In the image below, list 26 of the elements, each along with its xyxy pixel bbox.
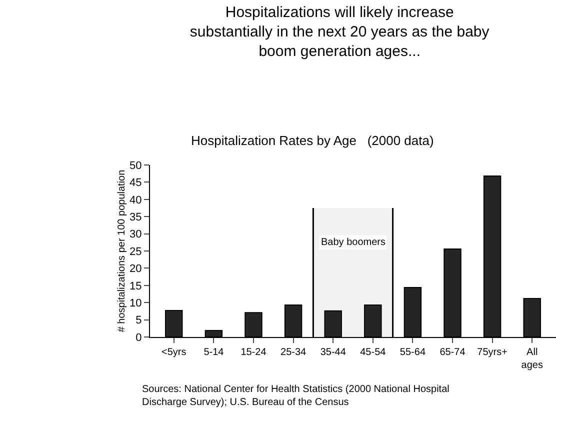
y-axis-title: # hospitalizations per 100 population — [116, 170, 128, 332]
x-tick-label: 45-54 — [360, 347, 386, 358]
y-tick-label: 15 — [130, 280, 142, 292]
y-tick-label: 0 — [136, 332, 142, 344]
y-tick-label: 50 — [130, 160, 142, 172]
y-tick-label: 45 — [130, 177, 142, 190]
x-tick-label: 25-34 — [280, 347, 307, 358]
y-tick-label: 40 — [130, 194, 142, 206]
y-tick-label: 5 — [136, 314, 142, 327]
y-tick-label: 20 — [130, 263, 142, 276]
band-label: Baby boomers — [321, 237, 386, 248]
x-tick-label: 75yrs+ — [477, 347, 508, 358]
y-tick-label: 30 — [130, 228, 142, 241]
y-tick-label: 10 — [130, 297, 142, 310]
x-tick-label: 35-44 — [320, 347, 346, 358]
x-tick-label: 55-64 — [400, 347, 426, 358]
chart-title: Hospitalizations will likely increase substantially in the next 20 years as the baby boom generation ages... — [190, 4, 490, 60]
x-tick-label: 5-14 — [204, 347, 224, 358]
x-tick-label: 65-74 — [440, 347, 466, 358]
y-tick-label: 35 — [130, 211, 142, 224]
x-tick-label: <5yrs — [162, 347, 186, 358]
source-note: Sources: National Center for Health Statistics (2000 National Hospital Discharge Survey); U.S. Bureau of the Census — [142, 384, 450, 408]
x-tick-label: 15-24 — [240, 347, 267, 358]
x-tick-label: All ages — [521, 347, 543, 371]
chart-subtitle: Hospitalization Rates by Age (2000 data) — [191, 133, 434, 148]
y-tick-label: 25 — [130, 246, 142, 258]
